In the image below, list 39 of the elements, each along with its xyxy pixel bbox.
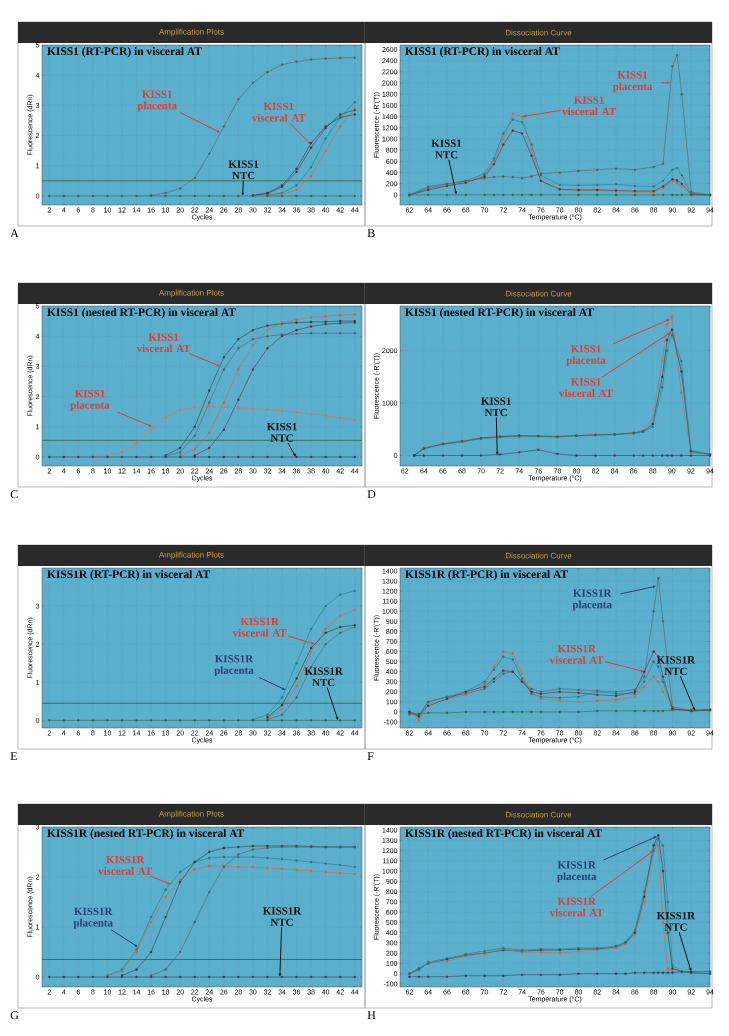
annotation: KISS1R NTC	[656, 656, 696, 676]
annotation: KISS1R visceral AT	[98, 856, 153, 875]
annotation: KISS1R placenta	[73, 907, 113, 929]
annotation: KISS1 placenta	[137, 90, 177, 112]
annotation: KISS1R visceral AT	[232, 617, 287, 637]
text: H	[367, 1011, 376, 1020]
text: G	[10, 1011, 19, 1020]
annotation: KISS1R visceral AT	[549, 645, 604, 664]
text: C	[10, 490, 18, 499]
annotation: KISS1R NTC	[656, 912, 696, 931]
text: A	[10, 229, 19, 238]
annotation: KISS1R visceral AT	[549, 897, 604, 917]
annotation: KISS1 placenta	[70, 389, 110, 411]
text: D	[367, 490, 376, 499]
annotation: KISS1R NTC	[304, 667, 343, 687]
annotation: KISS1 NTC	[481, 397, 511, 417]
chart-subtitle: KISS1R (nested RT-PCR) in visceral AT	[405, 829, 602, 840]
annotation: KISS1 placenta	[566, 345, 606, 367]
text: B	[367, 229, 375, 238]
annotation: KISS1 visceral AT	[136, 333, 191, 353]
chart-subtitle: KISS1 (nested RT-PCR) in visceral AT	[47, 308, 236, 319]
chart-subtitle: KISS1 (RT-PCR) in visceral AT	[47, 47, 202, 58]
chart-subtitle: KISS1 (nested RT-PCR) in visceral AT	[405, 308, 594, 319]
annotation: KISS1R NTC	[263, 907, 302, 927]
chart-subtitle: KISS1R (nested RT-PCR) in visceral AT	[47, 829, 245, 840]
text: E	[10, 752, 17, 761]
annotation: KISS1R placenta	[557, 861, 597, 883]
text: F	[367, 752, 374, 761]
annotation: KISS1 placenta	[612, 71, 653, 93]
chart-subtitle: KISS1R (RT-PCR) in visceral AT	[47, 570, 211, 581]
chart-subtitle: KISS1 (RT-PCR) in visceral AT	[405, 47, 560, 58]
annotation: KISS1 visceral AT	[251, 102, 306, 122]
annotation: KISS1 visceral AT	[562, 96, 616, 116]
annotation: KISS1R placenta	[214, 655, 254, 677]
annotation: KISS1 NTC	[431, 139, 462, 159]
annotation: KISS1 NTC	[228, 160, 259, 180]
annotation: KISS1 visceral AT	[559, 378, 613, 398]
annotation: KISS1R placenta	[572, 589, 612, 611]
chart-subtitle: KISS1R (RT-PCR) in visceral AT	[405, 570, 568, 581]
